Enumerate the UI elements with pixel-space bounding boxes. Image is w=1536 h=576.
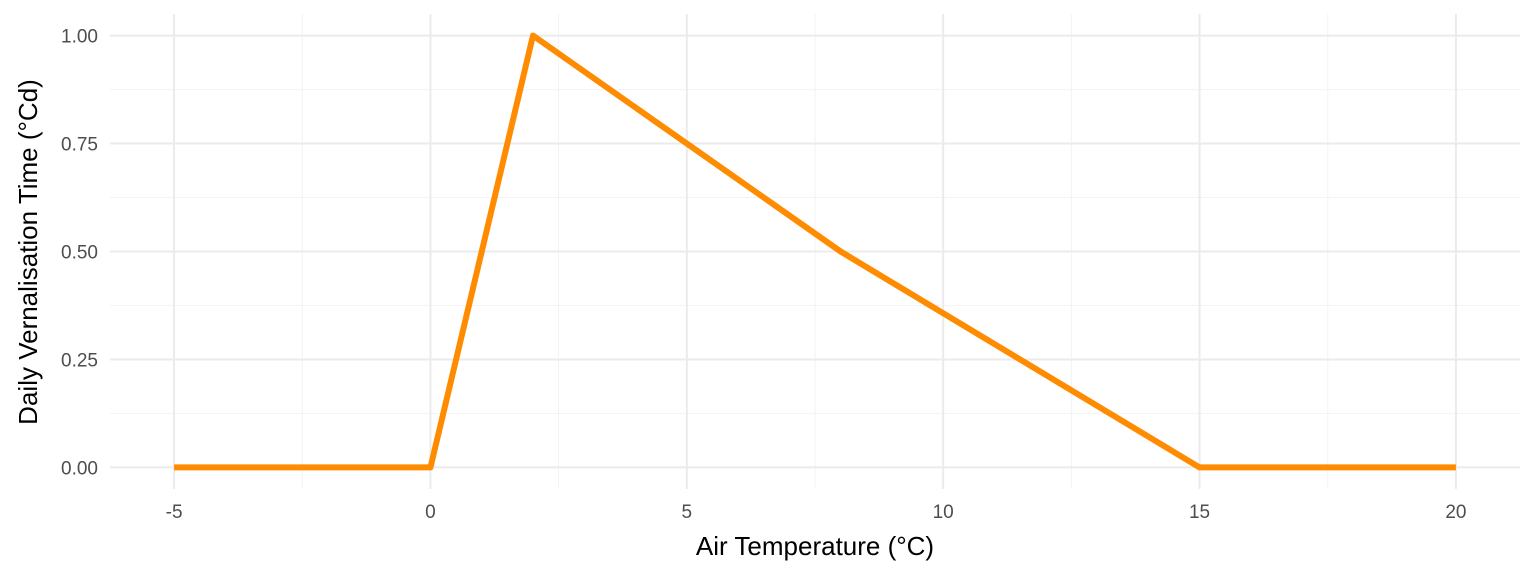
series-layer <box>174 32 1456 471</box>
y-tick-label: 0.50 <box>61 243 98 264</box>
x-tick-label: 0 <box>425 502 436 523</box>
y-tick-label: 0.00 <box>61 458 98 479</box>
x-tick-label: 20 <box>1445 502 1466 523</box>
y-tick-label: 0.75 <box>61 135 98 156</box>
series-line <box>174 32 1456 471</box>
y-tick-label: 1.00 <box>61 27 98 48</box>
major-gridlines <box>110 14 1520 489</box>
x-axis-tick-labels: -5 0 5 10 15 20 <box>166 502 1467 523</box>
x-tick-label: 15 <box>1189 502 1210 523</box>
x-tick-label: 10 <box>933 502 954 523</box>
x-tick-label: 5 <box>682 502 693 523</box>
y-axis-title: Daily Vernalisation Time (°Cd) <box>13 79 43 425</box>
x-axis-title: Air Temperature (°C) <box>696 531 934 561</box>
x-tick-label: -5 <box>166 502 183 523</box>
y-axis-tick-labels: 0.00 0.25 0.50 0.75 1.00 <box>61 27 98 480</box>
y-tick-label: 0.25 <box>61 350 98 371</box>
